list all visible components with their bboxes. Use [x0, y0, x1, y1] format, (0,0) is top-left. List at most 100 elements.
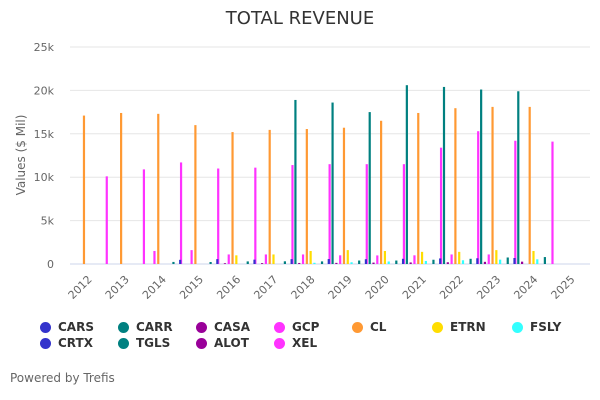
bar-tgls-2015[interactable]: [209, 262, 212, 264]
bar-casa-2017[interactable]: [260, 263, 264, 264]
bar-tgls-2024[interactable]: [543, 257, 546, 264]
bar-casa-2024[interactable]: [520, 261, 524, 264]
bar-cl-2022[interactable]: [454, 108, 457, 264]
bar-carr-2020[interactable]: [368, 112, 371, 264]
bar-cars-2021[interactable]: [401, 258, 405, 264]
bar-xel-2021[interactable]: [439, 147, 443, 264]
bar-cl-2012[interactable]: [82, 115, 86, 264]
legend-item-tgls[interactable]: TGLS: [118, 336, 170, 350]
legend-item-alot[interactable]: ALOT: [196, 336, 249, 350]
bar-xel-2023[interactable]: [514, 140, 517, 264]
bar-gcp-2020[interactable]: [376, 255, 379, 264]
bar-tgls-2023[interactable]: [506, 257, 509, 264]
legend-item-cars[interactable]: CARS: [40, 320, 94, 334]
bar-casa-2016[interactable]: [223, 263, 227, 265]
bar-xel-2015[interactable]: [217, 168, 220, 264]
bar-gcp-2022[interactable]: [450, 254, 453, 264]
bar-etrn-2017[interactable]: [272, 254, 275, 264]
bar-carr-2018[interactable]: [294, 99, 297, 264]
bar-cl-2021[interactable]: [417, 112, 420, 264]
bar-xel-2012[interactable]: [105, 176, 108, 264]
bar-etrn-2024[interactable]: [532, 250, 535, 264]
bar-etrn-2016[interactable]: [235, 255, 238, 264]
legend-item-carr[interactable]: CARR: [118, 320, 173, 334]
bar-cl-2019[interactable]: [342, 127, 346, 264]
legend-item-fsly[interactable]: FSLY: [512, 320, 561, 334]
bar-cars-2022[interactable]: [439, 258, 442, 264]
credits-link[interactable]: Powered by Trefis: [10, 371, 115, 385]
bar-xel-2013[interactable]: [142, 169, 146, 264]
bar-cars-2023[interactable]: [476, 258, 479, 264]
bar-cl-2016[interactable]: [231, 132, 234, 264]
bar-xel-2024[interactable]: [551, 141, 554, 264]
bar-etrn-2023[interactable]: [495, 250, 498, 264]
legend-item-etrn[interactable]: ETRN: [432, 320, 486, 334]
legend-item-xel[interactable]: XEL: [274, 336, 317, 350]
bar-xel-2017[interactable]: [291, 165, 294, 264]
bar-carr-2021[interactable]: [405, 85, 408, 264]
bar-gcp-2014[interactable]: [153, 250, 156, 264]
bar-carr-2019[interactable]: [331, 102, 334, 264]
bar-casa-2021[interactable]: [409, 262, 412, 264]
bar-fsly-2018[interactable]: [313, 262, 316, 264]
bar-cl-2024[interactable]: [528, 106, 531, 264]
bar-tgls-2017[interactable]: [283, 261, 286, 264]
bar-carr-2022[interactable]: [442, 86, 446, 265]
bar-cl-2017[interactable]: [268, 129, 271, 264]
bar-etrn-2021[interactable]: [420, 251, 424, 264]
bar-casa-2018[interactable]: [298, 262, 301, 264]
bar-etrn-2022[interactable]: [458, 251, 461, 264]
bar-tgls-2016[interactable]: [246, 261, 249, 264]
legend-item-gcp[interactable]: GCP: [274, 320, 319, 334]
bar-cars-2020[interactable]: [364, 259, 368, 264]
bar-gcp-2015[interactable]: [190, 250, 193, 264]
bar-xel-2022[interactable]: [477, 131, 480, 264]
bar-cars-2015[interactable]: [179, 259, 182, 264]
bar-gcp-2016[interactable]: [227, 254, 230, 264]
bar-cl-2015[interactable]: [194, 125, 197, 265]
bar-gcp-2023[interactable]: [487, 254, 490, 264]
bar-tgls-2014[interactable]: [172, 261, 175, 264]
bar-cars-2018[interactable]: [290, 259, 293, 264]
bar-cars-2016[interactable]: [216, 259, 219, 264]
bar-fsly-2021[interactable]: [424, 260, 427, 264]
bar-xel-2019[interactable]: [365, 164, 368, 264]
bar-carr-2024[interactable]: [517, 91, 520, 265]
bar-fsly-2019[interactable]: [350, 262, 353, 264]
bar-tgls-2022[interactable]: [469, 258, 472, 264]
bar-xel-2014[interactable]: [179, 162, 183, 264]
bar-cl-2014[interactable]: [157, 113, 160, 264]
bar-casa-2020[interactable]: [372, 262, 375, 264]
bar-cl-2020[interactable]: [380, 120, 383, 264]
bar-cl-2013[interactable]: [120, 112, 123, 264]
bar-fsly-2024[interactable]: [536, 259, 539, 264]
bar-etrn-2019[interactable]: [346, 250, 349, 264]
bar-fsly-2023[interactable]: [499, 259, 502, 264]
bar-tgls-2019[interactable]: [358, 260, 361, 264]
bar-xel-2018[interactable]: [328, 164, 331, 264]
bar-casa-2023[interactable]: [483, 261, 487, 264]
bar-fsly-2022[interactable]: [461, 260, 465, 264]
bar-cl-2018[interactable]: [305, 129, 308, 264]
bar-xel-2016[interactable]: [254, 167, 257, 264]
bar-etrn-2018[interactable]: [309, 250, 312, 264]
bar-casa-2022[interactable]: [446, 262, 449, 264]
bar-xel-2020[interactable]: [402, 164, 406, 264]
bar-tgls-2018[interactable]: [320, 261, 324, 264]
bar-cars-2024[interactable]: [513, 258, 516, 264]
bar-gcp-2019[interactable]: [339, 255, 342, 264]
bar-cars-2019[interactable]: [327, 259, 330, 264]
bar-cl-2023[interactable]: [491, 106, 494, 264]
legend-item-casa[interactable]: CASA: [196, 320, 250, 334]
bar-fsly-2020[interactable]: [387, 261, 390, 264]
legend-item-cl[interactable]: CL: [352, 320, 386, 334]
bar-tgls-2020[interactable]: [395, 260, 398, 264]
bar-gcp-2018[interactable]: [301, 254, 305, 264]
bar-gcp-2017[interactable]: [264, 254, 267, 264]
legend-item-crtx[interactable]: CRTX: [40, 336, 93, 350]
bar-tgls-2021[interactable]: [432, 259, 435, 264]
bar-cars-2017[interactable]: [253, 259, 256, 264]
bar-gcp-2021[interactable]: [413, 255, 416, 264]
bar-etrn-2020[interactable]: [383, 250, 387, 264]
bar-carr-2023[interactable]: [480, 89, 483, 264]
